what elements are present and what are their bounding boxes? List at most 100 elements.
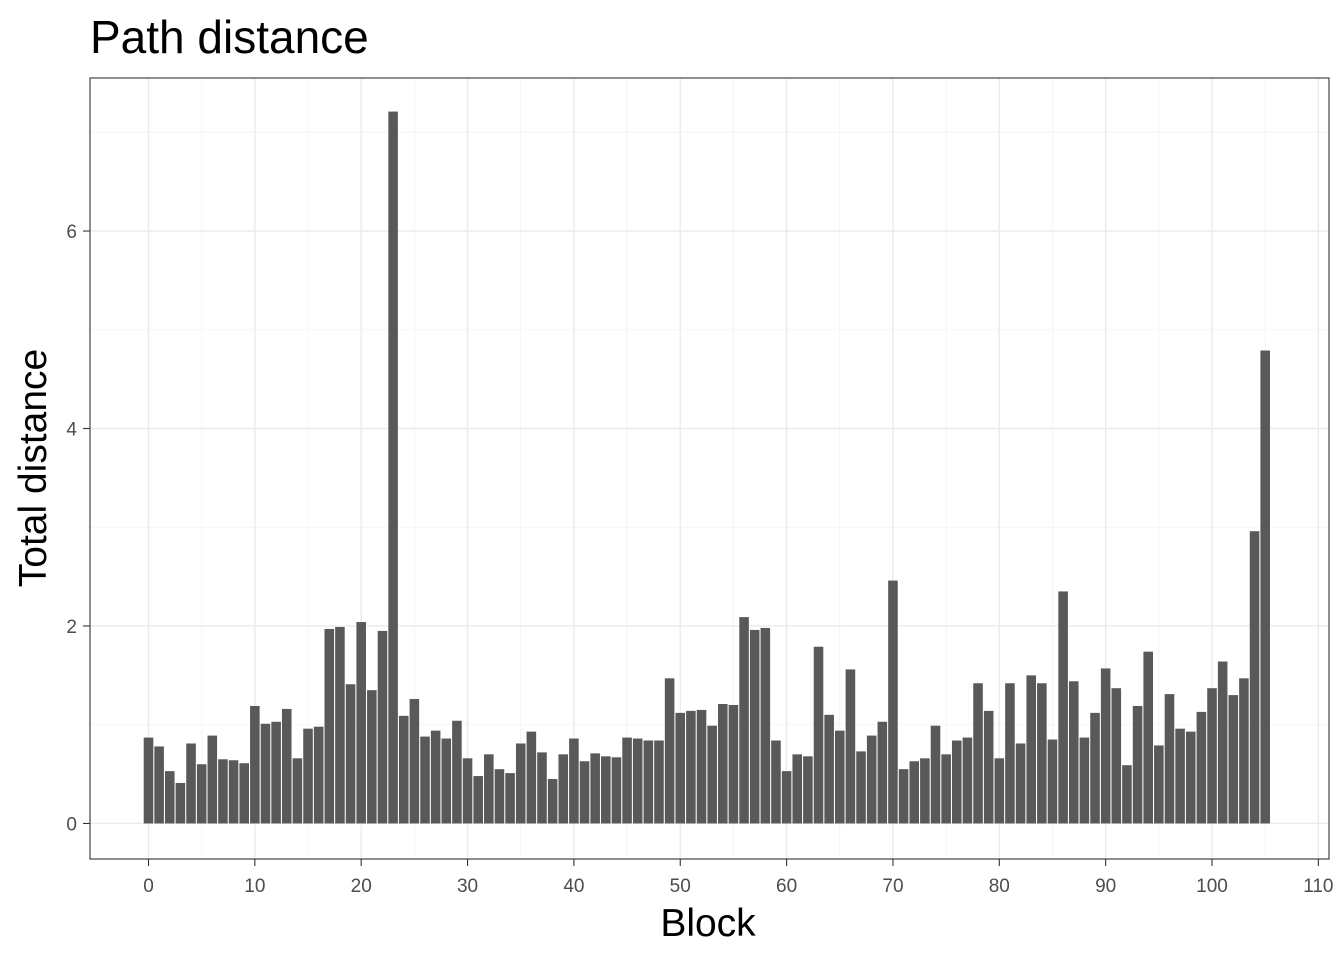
bar [515,743,526,824]
bar [164,771,175,824]
x-axis-title: Block [660,902,756,945]
bar [143,737,154,824]
bar [345,684,356,824]
bar [898,769,909,824]
x-tick-label: 20 [351,876,372,897]
bar [1111,688,1122,824]
x-tick-label: 40 [563,876,584,897]
bar [622,737,632,824]
bar [696,709,707,824]
bar [313,726,324,824]
bar [388,111,398,824]
bar [1132,705,1143,824]
bar [1207,688,1217,824]
x-tick-label: 80 [989,876,1010,897]
bar [1196,711,1207,824]
bar [920,758,930,824]
bar [845,669,856,824]
bar [569,738,579,824]
bar [271,721,281,824]
bar [824,714,834,824]
bar [1239,678,1249,824]
bar [218,759,228,824]
bar [494,769,505,824]
bar [983,710,994,824]
bar [303,728,313,824]
bar [452,720,462,824]
bar [654,740,664,824]
y-tick-label: 6 [66,222,77,243]
bar [1122,765,1132,824]
bar [909,761,920,824]
x-tick-label: 10 [244,876,265,897]
bar [803,756,813,824]
axes: 0 10 20 30 40 50 60 70 80 90 100 110 0 2 4 6 [66,222,1333,897]
bar [856,751,866,824]
bar [356,622,366,824]
bar [1175,728,1185,824]
plot-panel-border [89,77,1330,860]
bar [547,779,558,824]
x-tick-label: 50 [670,876,691,897]
bar [930,725,941,824]
x-tick-label: 100 [1196,876,1228,897]
y-tick-label: 2 [66,617,77,638]
y-tick-label: 4 [66,420,77,441]
bar [866,735,877,824]
bar [962,737,973,824]
chart-title: Path distance [90,11,369,63]
bar [398,715,409,824]
bar [207,735,218,824]
bar [611,757,622,824]
bar [430,730,441,824]
x-tick-label: 30 [457,876,478,897]
bar [1079,737,1090,824]
bar [239,763,249,824]
bar [1005,683,1015,824]
bar [1047,739,1058,824]
x-tick-label: 110 [1303,876,1333,897]
bar [792,754,803,824]
bar [951,740,962,824]
bar [154,746,164,824]
bar [760,627,771,824]
bar [728,704,739,824]
bar [292,758,303,824]
bar [1026,675,1037,824]
bar [973,683,983,824]
bar [813,646,824,824]
bar [196,764,207,824]
bar [228,760,239,824]
bar [324,628,335,824]
bar [1090,712,1100,824]
bar [1100,668,1111,824]
bar [601,756,611,824]
bar [686,710,696,824]
bars [143,111,1270,824]
bar [1217,661,1228,824]
bar [409,699,420,824]
bar [1068,681,1079,824]
bar [1228,695,1239,824]
bar [186,743,196,824]
y-tick-label: 0 [66,814,77,835]
bar [1015,743,1026,824]
bar [781,771,792,824]
bar [1154,745,1164,824]
bar [749,629,760,824]
bar [1164,694,1175,824]
bar [1058,591,1068,824]
bar [888,580,898,824]
x-tick-label: 70 [882,876,903,897]
bar [941,754,951,824]
bar [675,712,686,824]
bar [664,678,675,824]
bar [1143,651,1153,824]
bar [473,776,483,824]
bar [462,758,473,824]
bar [771,740,781,824]
bar [250,705,260,824]
bar [1249,531,1260,824]
bar [441,738,452,824]
